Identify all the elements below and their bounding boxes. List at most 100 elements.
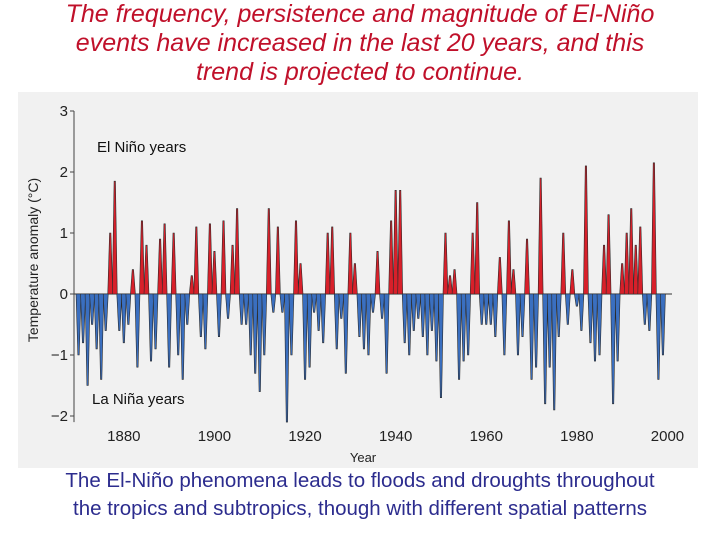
- la-nina-spike-1973: [542, 293, 548, 405]
- el-nino-spike-1899: [207, 223, 213, 295]
- la-nina-spike-1932: [356, 293, 363, 337]
- el-nino-spike-1877: [107, 232, 114, 295]
- la-nina-spike-1962: [492, 293, 499, 337]
- la-nina-spike-1981: [578, 293, 585, 331]
- la-nina-spike-1923: [315, 293, 322, 331]
- el-nino-spike-1936: [374, 251, 381, 295]
- la-nina-spike-1934: [365, 293, 372, 356]
- el-nino-spike-1986: [601, 244, 607, 295]
- la-nina-spike-1910: [256, 293, 263, 392]
- la-nina-spike-1913: [270, 293, 277, 313]
- la-nina-spike-1920: [302, 293, 308, 380]
- la-nina-spike-1947: [424, 293, 431, 356]
- la-nina-spike-1871: [80, 293, 86, 344]
- la-nina-spike-1876: [102, 293, 109, 331]
- el-nino-spike-1990: [619, 263, 625, 295]
- la-nina-spike-1924: [320, 293, 326, 344]
- la-nina-spike-1959: [478, 293, 485, 325]
- la-nina-spike-1893: [179, 293, 186, 380]
- la-nina-spike-1937: [379, 293, 385, 319]
- la-nina-spike-1872: [84, 293, 91, 386]
- y-tick-label: −2: [51, 408, 68, 425]
- el-nino-spike-1884: [139, 220, 145, 295]
- la-nina-spike-1898: [202, 293, 209, 350]
- x-tick-group: 1880 1900 1920 1940 1960 1980 2000: [107, 428, 684, 445]
- el-nino-spike-1912: [266, 208, 272, 295]
- el-nino-spike-1895: [188, 275, 195, 295]
- el-nino-spike-1905: [234, 208, 240, 295]
- el-nino-spike-1891: [170, 232, 177, 295]
- la-nina-spike-1886: [148, 293, 154, 362]
- el-nino-annotation: El Niño years: [97, 139, 186, 156]
- el-nino-spike-1925: [324, 232, 331, 295]
- el-nino-spike-1951: [442, 232, 449, 295]
- la-nina-spike-1897: [198, 293, 204, 337]
- el-nino-spike-1878: [111, 180, 118, 295]
- la-nina-spike-1998: [655, 293, 662, 380]
- la-nina-area-group: [75, 293, 666, 423]
- la-nina-spike-1916: [284, 293, 290, 423]
- el-nino-spike-1979: [569, 269, 576, 295]
- el-nino-spike-1993: [632, 244, 639, 295]
- y-tick-label: 3: [60, 103, 68, 120]
- y-tick-label: −1: [51, 347, 68, 364]
- y-tick-group: 3 2 1 0 −1 −2: [51, 103, 74, 425]
- la-nina-spike-1915: [279, 293, 286, 313]
- title-line-3: trend is projected to continue.: [196, 58, 524, 86]
- la-nina-spike-1875: [98, 293, 104, 380]
- la-nina-spike-1989: [614, 293, 621, 362]
- el-nino-spike-1992: [628, 208, 635, 295]
- el-nino-spike-1896: [193, 226, 200, 295]
- la-nina-spike-1942: [401, 293, 408, 344]
- la-nina-spike-1996: [646, 293, 653, 331]
- la-nina-spike-1954: [456, 293, 462, 380]
- la-nina-spike-1985: [596, 293, 603, 356]
- la-nina-spike-1917: [288, 293, 295, 356]
- la-nina-spike-1960: [483, 293, 490, 325]
- la-nina-spike-1976: [555, 293, 562, 337]
- el-nino-spike-1919: [297, 263, 304, 295]
- y-axis-label: Temperature anomaly (°C): [25, 178, 41, 342]
- la-nina-spike-1950: [438, 293, 444, 398]
- el-nino-spike-1926: [329, 226, 336, 295]
- la-nina-spike-1943: [406, 293, 413, 356]
- el-nino-spike-1963: [497, 257, 503, 295]
- x-axis-label: Year: [350, 450, 377, 465]
- la-nina-spike-1968: [519, 293, 526, 337]
- la-nina-spike-1906: [238, 293, 245, 325]
- la-nina-spike-1911: [261, 293, 268, 356]
- la-nina-spike-1892: [175, 293, 181, 356]
- la-nina-spike-1944: [410, 293, 417, 331]
- la-nina-spike-1907: [243, 293, 249, 325]
- x-tick-label: 1960: [470, 428, 503, 445]
- la-nina-spike-1933: [361, 293, 367, 350]
- el-nino-spike-1991: [623, 232, 630, 295]
- el-nino-spike-1965: [506, 220, 512, 295]
- la-nina-spike-1901: [216, 293, 222, 337]
- la-nina-spike-1999: [660, 293, 666, 356]
- la-nina-spike-1975: [551, 293, 558, 411]
- el-nino-area-group: [107, 162, 657, 295]
- la-nina-spike-1928: [338, 293, 345, 319]
- la-nina-spike-1929: [343, 293, 349, 374]
- title-line-2: events have increased in the last 20 yea…: [75, 29, 645, 57]
- la-nina-spike-1908: [247, 293, 254, 356]
- el-nino-spike-1977: [560, 232, 567, 295]
- el-nino-spike-1969: [524, 238, 530, 295]
- x-tick-label: 1940: [379, 428, 412, 445]
- x-tick-label: 1980: [560, 428, 593, 445]
- el-nino-spike-1889: [161, 223, 168, 295]
- la-nina-spike-1971: [533, 293, 539, 368]
- la-nina-spike-1883: [134, 293, 141, 368]
- la-nina-spike-1970: [528, 293, 535, 380]
- la-nina-spike-1903: [225, 293, 231, 319]
- caption-line-1: The El-Niño phenomena leads to floods an…: [65, 469, 655, 492]
- el-nino-spike-1914: [275, 226, 281, 295]
- el-nino-spike-1957: [469, 232, 476, 295]
- el-nino-spike-1904: [229, 244, 236, 295]
- el-nino-spike-1952: [447, 275, 453, 295]
- y-tick-label: 0: [60, 286, 68, 303]
- el-nino-spike-1930: [347, 232, 354, 295]
- la-nina-spike-1921: [306, 293, 313, 368]
- la-nina-spike-1984: [592, 293, 598, 362]
